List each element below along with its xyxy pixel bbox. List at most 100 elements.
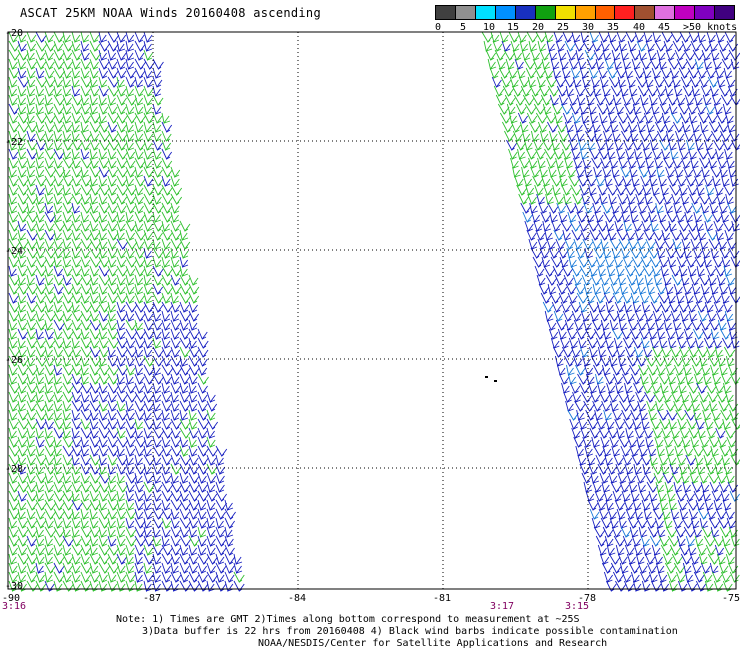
wind-barb bbox=[607, 229, 617, 241]
wind-barb bbox=[80, 427, 93, 439]
wind-barb bbox=[566, 328, 578, 340]
wind-barb bbox=[675, 211, 686, 223]
wind-barb bbox=[224, 526, 234, 539]
wind-barb bbox=[567, 292, 578, 304]
wind-barb bbox=[694, 58, 704, 70]
wind-barb bbox=[697, 31, 707, 44]
wind-barb bbox=[615, 382, 624, 395]
wind-barb bbox=[548, 166, 557, 179]
wind-barb bbox=[53, 382, 63, 394]
wind-barb bbox=[667, 535, 680, 547]
wind-barb bbox=[17, 202, 29, 214]
wind-barb bbox=[17, 238, 29, 250]
wind-barb bbox=[44, 58, 55, 70]
wind-barb bbox=[125, 49, 135, 62]
legend-swatch bbox=[535, 6, 556, 19]
wind-barb bbox=[197, 391, 208, 403]
wind-barb bbox=[89, 400, 101, 412]
wind-barb bbox=[628, 283, 640, 295]
wind-barb bbox=[35, 544, 45, 556]
wind-barb bbox=[712, 337, 723, 349]
wind-barb bbox=[134, 373, 145, 385]
wind-barb bbox=[553, 31, 563, 43]
wind-barb bbox=[600, 319, 610, 332]
wind-barb bbox=[44, 211, 56, 223]
wind-barb bbox=[89, 436, 101, 448]
wind-barb bbox=[143, 67, 153, 80]
wind-barb bbox=[691, 481, 703, 493]
wind-barb bbox=[653, 553, 663, 565]
wind-barb bbox=[603, 571, 614, 583]
wind-barb bbox=[649, 454, 659, 467]
wind-barb bbox=[599, 553, 610, 565]
wind-barb bbox=[696, 346, 709, 358]
wind-barb bbox=[125, 157, 136, 169]
wind-barb bbox=[555, 319, 567, 331]
wind-barb bbox=[62, 157, 75, 169]
wind-barb bbox=[161, 265, 173, 277]
wind-barb bbox=[573, 40, 585, 52]
wind-barb bbox=[686, 418, 698, 430]
wind-barb bbox=[663, 436, 674, 448]
wind-barb bbox=[594, 292, 606, 304]
wind-barb bbox=[705, 265, 716, 277]
wind-barb bbox=[233, 553, 243, 566]
wind-barb bbox=[35, 319, 47, 331]
wind-barb bbox=[618, 319, 628, 332]
wind-barb bbox=[667, 373, 677, 385]
wind-barb bbox=[613, 373, 623, 385]
wind-barb bbox=[134, 355, 145, 367]
wind-barb bbox=[606, 463, 617, 475]
wind-barb bbox=[80, 310, 92, 322]
wind-barb bbox=[698, 193, 710, 205]
wind-barb bbox=[551, 103, 563, 115]
lat-label: -24 bbox=[5, 246, 23, 257]
wind-barb bbox=[107, 373, 119, 385]
wind-barb bbox=[591, 355, 602, 367]
wind-barb bbox=[642, 265, 655, 277]
wind-barb bbox=[26, 301, 38, 313]
wind-barb bbox=[581, 391, 593, 403]
wind-barb bbox=[695, 499, 705, 512]
wind-barb bbox=[670, 508, 680, 521]
wind-barb bbox=[116, 76, 126, 89]
wind-barb bbox=[197, 508, 207, 520]
wind-barb bbox=[152, 571, 162, 584]
wind-barb bbox=[152, 148, 162, 160]
wind-barb bbox=[550, 256, 563, 268]
wind-barb bbox=[26, 499, 38, 511]
wind-barb bbox=[206, 544, 216, 556]
wind-barb bbox=[548, 328, 559, 340]
wind-barb bbox=[546, 40, 556, 53]
wind-barb bbox=[89, 67, 99, 79]
wind-barb bbox=[647, 328, 658, 340]
wind-barb bbox=[617, 391, 629, 403]
wind-barb bbox=[684, 211, 693, 224]
wind-barb bbox=[609, 40, 621, 52]
wind-barb bbox=[589, 310, 599, 322]
wind-barb bbox=[579, 346, 589, 358]
wind-barb bbox=[161, 472, 172, 484]
wind-barb bbox=[606, 67, 618, 79]
wind-barb bbox=[578, 220, 589, 232]
wind-barb bbox=[636, 40, 647, 52]
wind-barb bbox=[44, 40, 56, 52]
wind-barb bbox=[215, 517, 225, 530]
wind-barb bbox=[635, 193, 645, 205]
wind-barb bbox=[134, 283, 144, 296]
wind-barb bbox=[152, 364, 162, 377]
wind-barb bbox=[89, 130, 100, 142]
wind-barb bbox=[44, 526, 57, 538]
wind-barb bbox=[179, 346, 191, 358]
wind-barb bbox=[152, 382, 162, 395]
wind-barb bbox=[655, 85, 666, 97]
wind-barb bbox=[657, 571, 668, 583]
wind-barb bbox=[489, 67, 500, 79]
wind-barb bbox=[559, 256, 569, 268]
wind-barb bbox=[188, 463, 200, 475]
wind-barb bbox=[636, 121, 646, 134]
wind-barb bbox=[606, 346, 618, 358]
wind-barb bbox=[671, 76, 681, 88]
wind-barb bbox=[107, 157, 117, 169]
wind-barb bbox=[35, 76, 48, 88]
